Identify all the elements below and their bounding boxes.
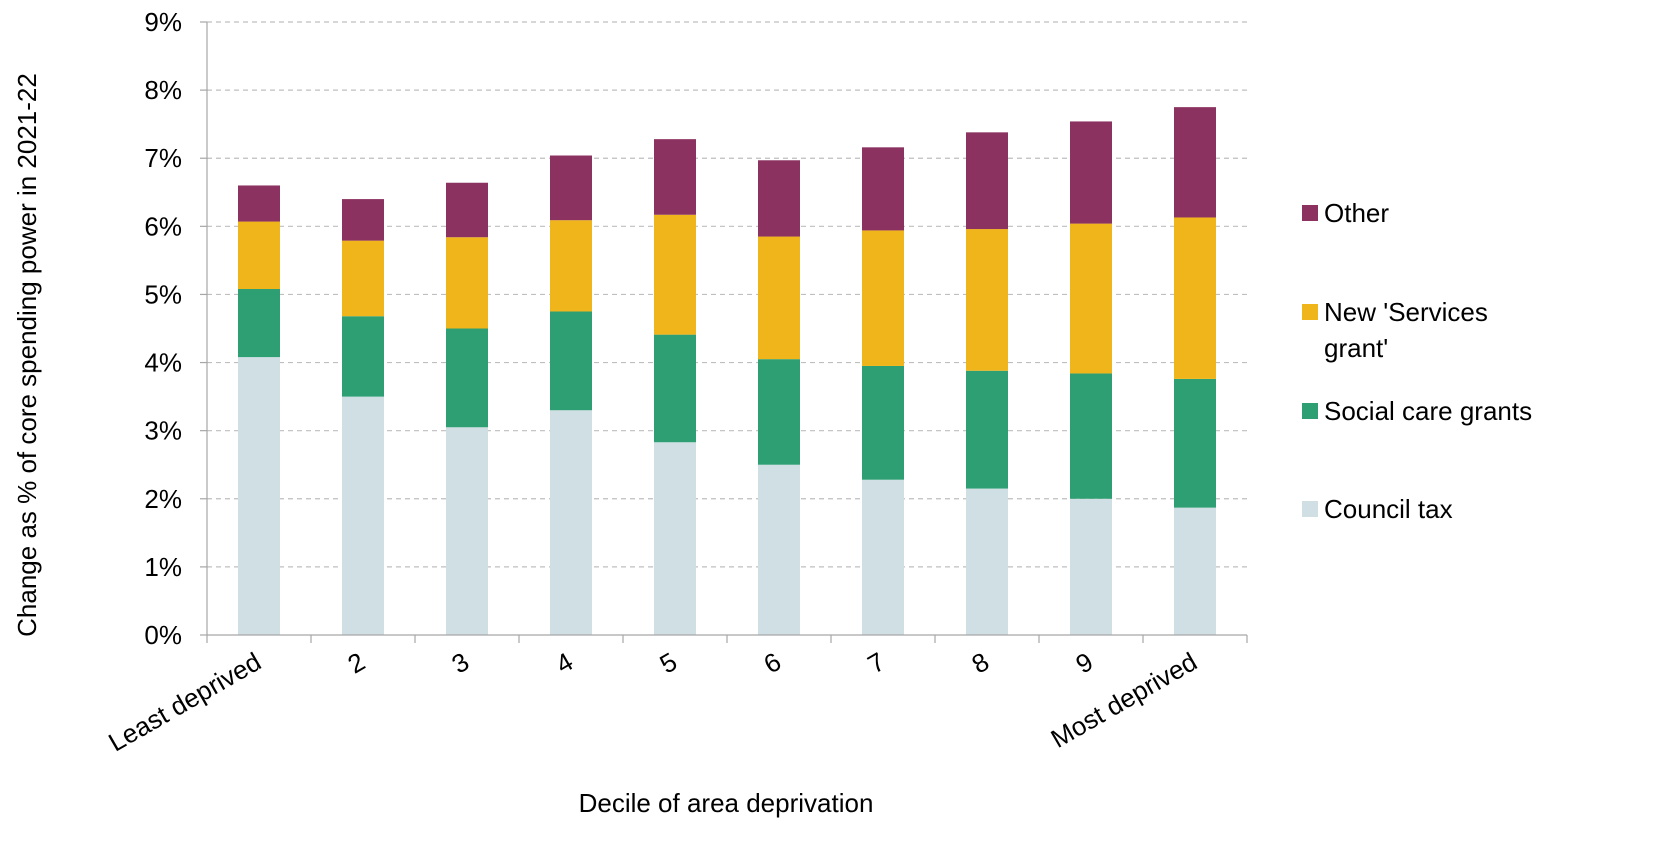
legend-label: New 'Services grant' [1324, 297, 1488, 363]
x-tick-label: Least deprived [103, 646, 266, 757]
bar-council-tax [654, 442, 696, 635]
y-tick-label: 8% [144, 75, 182, 105]
legend-swatch [1302, 304, 1318, 320]
y-tick-label: 7% [144, 143, 182, 173]
x-tick-label: 8 [966, 646, 994, 679]
bar-social-care-grants [758, 359, 800, 465]
bar-other [758, 160, 800, 237]
bar-council-tax [342, 396, 384, 635]
legend-label: Other [1324, 198, 1389, 228]
bar-council-tax [550, 410, 592, 635]
bar-council-tax [238, 357, 280, 635]
x-tick-label: 5 [654, 646, 682, 679]
x-tick-label: 6 [758, 646, 786, 679]
legend-swatch [1302, 501, 1318, 517]
legend-swatch [1302, 403, 1318, 419]
bar-other [862, 147, 904, 231]
y-tick-label: 6% [144, 211, 182, 241]
bar-new-services-grant [446, 237, 488, 329]
legend-label-line: Social care grants [1324, 396, 1532, 426]
bar-council-tax [862, 479, 904, 635]
y-tick-label: 4% [144, 348, 182, 378]
bar-social-care-grants [654, 334, 696, 443]
bar-social-care-grants [342, 316, 384, 397]
bar-social-care-grants [550, 311, 592, 411]
bar-council-tax [446, 427, 488, 635]
bar-other [446, 182, 488, 238]
legend-label-line: Other [1324, 198, 1389, 228]
bar-new-services-grant [966, 229, 1008, 371]
y-axis-title: Change as % of core spending power in 20… [12, 73, 42, 637]
x-tick-label: 4 [550, 646, 578, 679]
legend-swatch [1302, 205, 1318, 221]
x-tick-label: 3 [446, 646, 474, 679]
y-tick-label: 2% [144, 484, 182, 514]
bar-new-services-grant [862, 230, 904, 366]
x-tick-label: Most deprived [1046, 646, 1202, 754]
y-tick-label: 5% [144, 279, 182, 309]
bar-new-services-grant [1174, 217, 1216, 379]
bar-other [342, 199, 384, 241]
bars [238, 107, 1216, 635]
legend-label-line: Council tax [1324, 494, 1453, 524]
bar-new-services-grant [1070, 223, 1112, 374]
bar-social-care-grants [238, 288, 280, 358]
y-tick-label: 0% [144, 620, 182, 650]
bar-new-services-grant [550, 220, 592, 312]
bar-council-tax [966, 488, 1008, 635]
bar-other [238, 185, 280, 222]
legend-label-line: New 'Services [1324, 297, 1488, 327]
bar-social-care-grants [1174, 378, 1216, 508]
x-tick-label: 9 [1070, 646, 1098, 679]
y-tick-label: 3% [144, 416, 182, 446]
bar-council-tax [758, 464, 800, 635]
legend-label: Council tax [1324, 494, 1453, 524]
y-tick-label: 1% [144, 552, 182, 582]
legend-label-line: grant' [1324, 333, 1388, 363]
legend-label: Social care grants [1324, 396, 1532, 426]
bar-new-services-grant [238, 221, 280, 289]
bar-other [1174, 107, 1216, 218]
bar-council-tax [1070, 498, 1112, 635]
bar-other [1070, 121, 1112, 224]
bar-social-care-grants [862, 365, 904, 480]
bar-social-care-grants [966, 370, 1008, 489]
bar-other [966, 132, 1008, 230]
bar-social-care-grants [446, 328, 488, 428]
bar-other [654, 139, 696, 215]
x-axis-title: Decile of area deprivation [579, 788, 874, 818]
bar-new-services-grant [654, 214, 696, 335]
x-tick-label: 2 [342, 646, 370, 679]
x-tick-label: 7 [862, 646, 890, 679]
bar-social-care-grants [1070, 373, 1112, 499]
legend: Other New 'Services grant' Social care gran… [1302, 198, 1532, 524]
bar-other [550, 155, 592, 221]
bar-new-services-grant [342, 240, 384, 317]
y-tick-label: 9% [144, 7, 182, 37]
bar-council-tax [1174, 507, 1216, 635]
bar-new-services-grant [758, 236, 800, 360]
